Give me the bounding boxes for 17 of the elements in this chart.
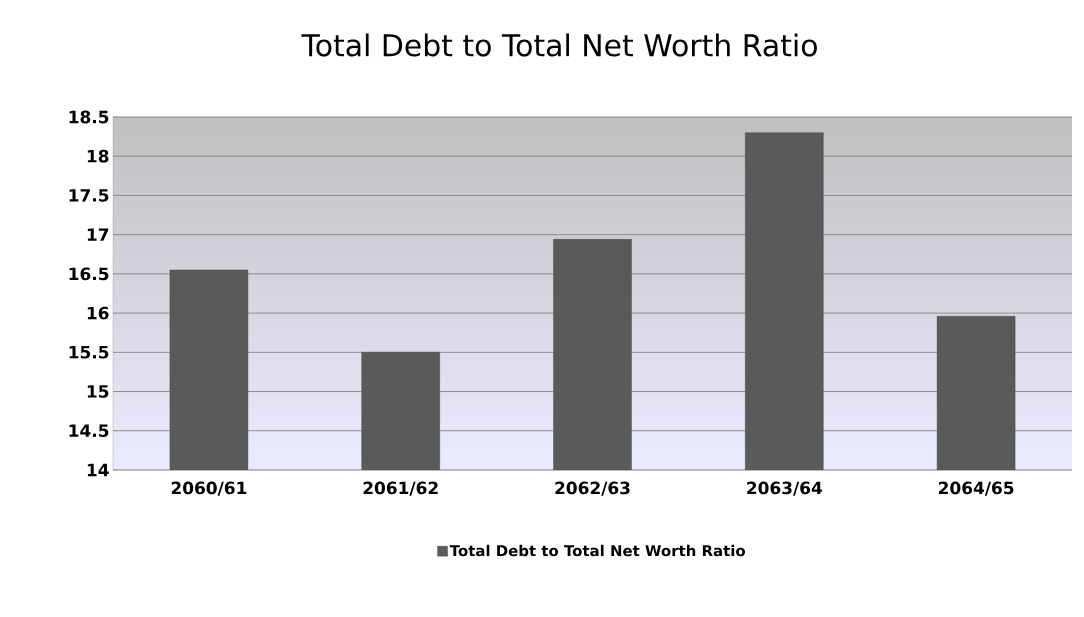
y-tick-label: 16 xyxy=(87,306,109,320)
y-tick-label: 17 xyxy=(87,228,109,241)
chart-title: Total Debt to Total Net Worth Ratio xyxy=(301,33,817,57)
x-tick-label: 2063/64 xyxy=(747,481,822,496)
y-tick-label: 15.5 xyxy=(69,346,109,359)
y-tick-label: 18 xyxy=(87,149,109,163)
legend-label: Total Debt to Total Net Worth Ratio xyxy=(449,544,746,557)
y-tick-label: 18.5 xyxy=(69,110,109,124)
y-tick-label: 17.5 xyxy=(69,189,109,202)
y-tick-label: 16.5 xyxy=(69,267,109,281)
x-tick-label: 2064/65 xyxy=(939,481,1014,496)
y-tick-label: 14 xyxy=(87,463,109,477)
y-tick-label: 15 xyxy=(87,385,109,398)
x-tick-label: 2062/63 xyxy=(555,481,630,496)
y-tick-label: 14.5 xyxy=(69,424,109,438)
x-tick-label: 2060/61 xyxy=(171,481,247,496)
x-tick-label: 2061/62 xyxy=(363,481,438,496)
